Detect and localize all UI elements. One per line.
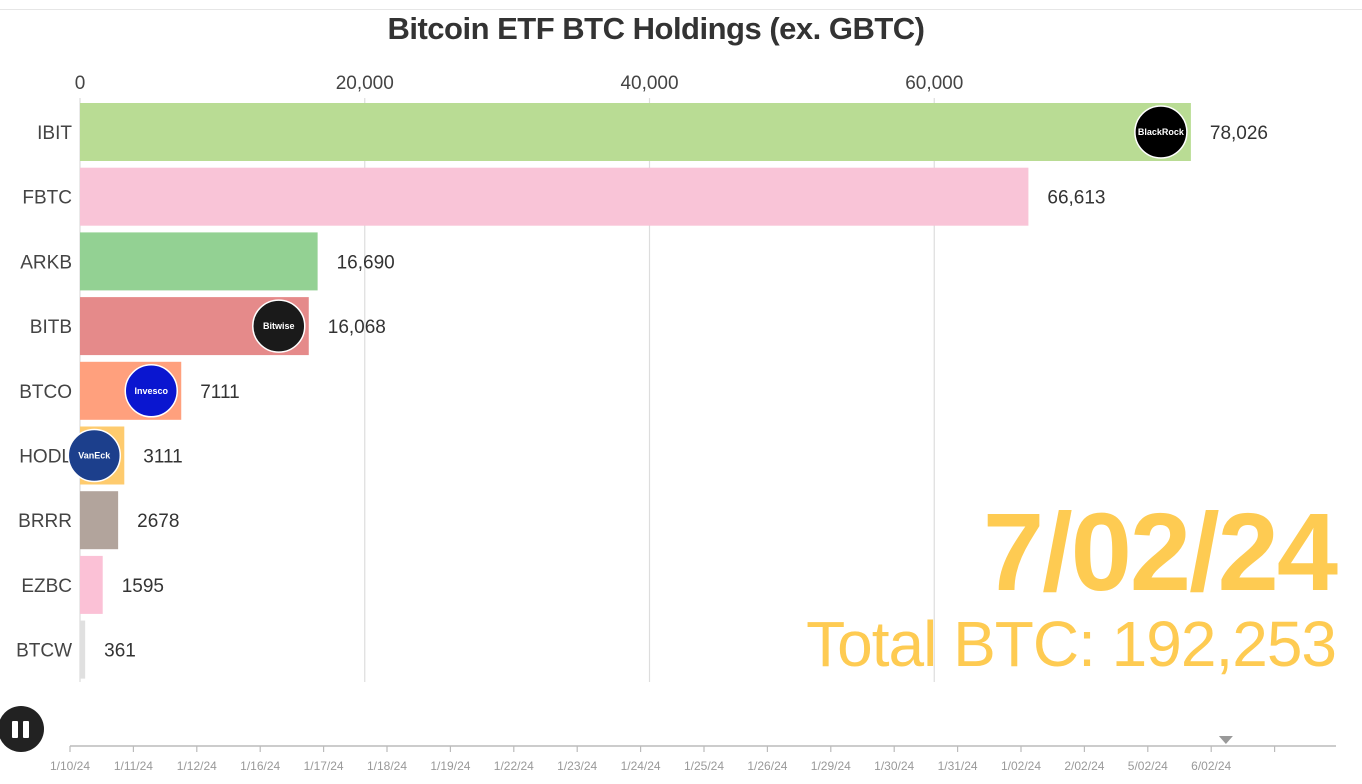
timeline-date-label: 1/11/24 [114,759,153,773]
value-label: 16,068 [328,317,386,338]
logo-text: BlackRock [1138,127,1185,137]
total-btc-label: Total BTC: 192,253 [806,608,1337,680]
category-label: IBIT [37,123,72,144]
vaneck-logo [67,428,122,483]
timeline-date-label: 1/31/24 [938,759,978,773]
value-label: 2678 [137,511,179,532]
value-label: 7111 [200,382,239,403]
timeline-date-label: 1/10/24 [50,759,90,773]
bar-fbtc [80,167,1029,226]
timeline-date-label: 1/12/24 [177,759,217,773]
bar-chart: 0 20,000 40,000 60,000 IBIT BlackRock 78,026 F… [16,73,1268,682]
timeline-date-label: 1/26/24 [747,759,787,773]
grid-layer: 0 20,000 40,000 60,000 [75,73,963,682]
value-label: 3111 [143,447,182,468]
category-label: BRRR [18,511,72,532]
logo-text: Bitwise [263,321,295,331]
timeline-date-label: 1/19/24 [430,759,470,773]
value-label: 78,026 [1210,123,1268,144]
timeline-date-label: 1/24/24 [621,759,661,773]
current-date-label: 7/02/24 [982,491,1338,614]
timeline-date-label: 1/25/24 [684,759,724,773]
timeline-date-label: 5/02/24 [1128,759,1168,773]
x-tick-label: 20,000 [336,73,394,94]
timeline-date-label: 1/02/24 [1001,759,1041,773]
category-label: BITB [30,317,72,338]
category-label: BTCW [16,641,72,662]
blackrock-logo [1134,105,1188,159]
bar-btcw [80,620,86,679]
bars-layer: IBIT BlackRock 78,026 FBTC 66,613 ARKB 16,690 B… [16,103,1268,679]
x-tick-label: 0 [75,73,86,94]
category-label: ARKB [20,252,72,273]
bar-group-bitb: BITB Bitwise 16,068 [30,297,386,356]
timeline-date-label: 1/30/24 [874,759,914,773]
bar-group-brrr: BRRR 2678 [18,491,179,550]
invesco-logo [124,364,178,418]
bar-group-ezbc: EZBC 1595 [21,555,164,614]
value-label: 1595 [122,576,164,597]
timeline-date-label: 6/02/24 [1191,759,1231,773]
timeline-slider[interactable]: 1/10/24 1/11/24 1/12/24 1/16/24 1/17/24 1/18/… [0,736,1362,784]
category-label: EZBC [21,576,72,597]
x-tick-label: 40,000 [620,73,678,94]
chart-title: Bitcoin ETF BTC Holdings (ex. GBTC) [387,11,925,46]
bar-arkb [80,232,318,291]
bar-ezbc [80,555,103,614]
bar-group-hodl: HODL VanEck 3111 [19,426,183,485]
timeline-date-label: 1/18/24 [367,759,407,773]
timeline-date-label: 1/29/24 [811,759,851,773]
pause-button[interactable] [0,706,44,752]
top-divider [0,9,1362,10]
category-label: HODL [19,447,72,468]
logo-text: VanEck [78,451,111,461]
timeline-date-label: 1/23/24 [557,759,597,773]
value-label: 16,690 [337,252,395,273]
bar-brrr [80,491,119,550]
bar-ibit [80,103,1191,161]
value-label: 66,613 [1047,188,1105,209]
bar-group-arkb: ARKB 16,690 [20,232,395,291]
x-tick-label: 60,000 [905,73,963,94]
timeline-date-label: 1/17/24 [304,759,344,773]
category-label: BTCO [19,382,72,403]
timeline-date-label: 1/22/24 [494,759,534,773]
bar-group-btcw: BTCW 361 [16,620,136,679]
bar-group-ibit: IBIT BlackRock 78,026 [37,103,1268,161]
value-label: 361 [104,641,136,662]
timeline-date-label: 2/02/24 [1064,759,1104,773]
bar-group-fbtc: FBTC 66,613 [22,167,1106,226]
category-label: FBTC [22,188,72,209]
bar-group-btco: BTCO Invesco 7111 [19,361,240,420]
timeline-current-marker[interactable] [1218,736,1233,744]
logo-text: Invesco [134,386,168,396]
bitwise-logo [252,299,306,353]
timeline-date-label: 1/16/24 [240,759,280,773]
